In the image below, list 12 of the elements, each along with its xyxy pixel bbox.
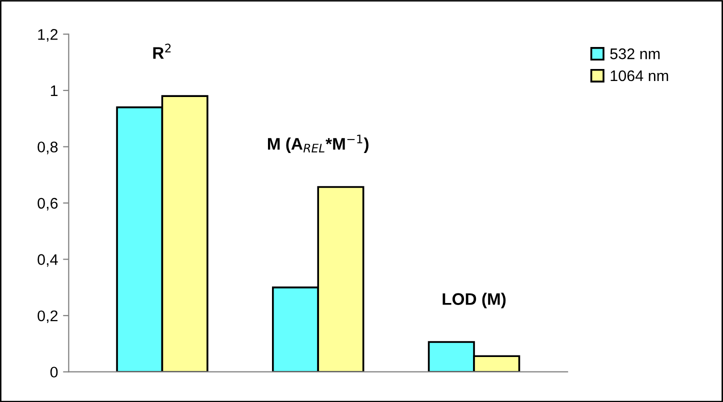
y-tick-label: 0,4 xyxy=(38,254,58,267)
y-tick-label: 0,8 xyxy=(38,142,58,154)
legend-label: 1064 nm xyxy=(610,70,668,82)
legend-label: 532 nm xyxy=(610,48,660,60)
y-tick-label: 1,2 xyxy=(38,29,58,42)
y-tick-label: 1 xyxy=(50,85,58,96)
annotation: M (A$_{REL}$*M$^{−1}$) xyxy=(268,134,368,154)
y-tick-label: 0,6 xyxy=(38,198,58,210)
y-tick-label: 0 xyxy=(50,366,58,378)
annotation: R$^{2}$ xyxy=(153,44,171,59)
y-tick-label: 0,2 xyxy=(38,310,58,324)
annotation: LOD (M) xyxy=(442,292,506,308)
